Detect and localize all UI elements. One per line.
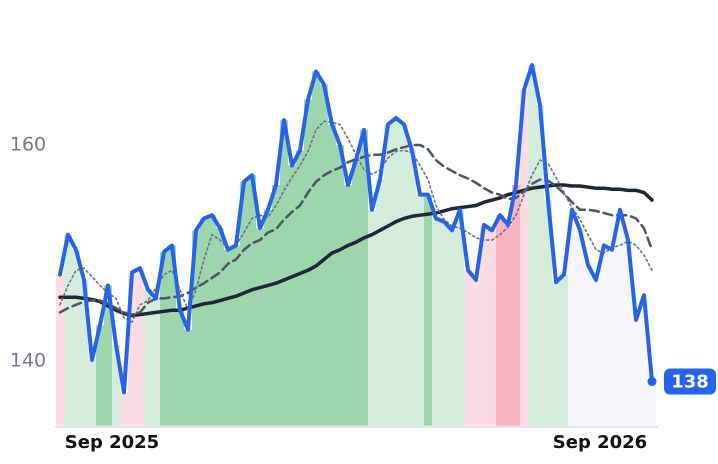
area-column: [160, 251, 168, 426]
area-column: [120, 392, 128, 426]
last-point: [647, 377, 657, 387]
area-column: [96, 325, 104, 426]
area-column: [304, 99, 312, 426]
area-column: [80, 280, 88, 426]
area-column: [632, 319, 640, 426]
area-column: [256, 228, 264, 426]
area-column: [328, 124, 336, 426]
area-column: [216, 228, 224, 426]
area-column: [168, 245, 176, 426]
area-column: [568, 209, 576, 426]
area-column: [280, 120, 288, 426]
area-column: [192, 230, 200, 426]
area-column: [624, 240, 632, 426]
area-column: [392, 118, 400, 426]
area-column: [448, 230, 456, 426]
area-column: [616, 209, 624, 426]
area-column: [272, 184, 280, 426]
area-column: [208, 215, 216, 426]
area-column: [288, 165, 296, 426]
area-column: [520, 89, 528, 426]
area-column: [400, 124, 408, 426]
area-column: [552, 282, 560, 426]
last-value-badge: [664, 368, 716, 395]
area-column: [232, 245, 240, 426]
area-column: [368, 209, 376, 426]
area-column: [496, 215, 504, 426]
area-column: [512, 184, 520, 426]
area-column: [640, 295, 648, 426]
y-tick-label: 140: [10, 350, 46, 372]
area-column: [200, 218, 208, 426]
area-column: [560, 274, 568, 426]
area-column: [320, 84, 328, 426]
area-column: [528, 65, 536, 426]
area-column: [152, 298, 160, 426]
area-column: [456, 209, 464, 426]
area-column: [488, 230, 496, 426]
area-column: [600, 245, 608, 426]
area-column: [56, 274, 64, 426]
area-column: [176, 310, 184, 426]
area-column: [296, 150, 304, 426]
area-column: [224, 249, 232, 426]
area-column: [136, 268, 144, 426]
area-column: [360, 129, 368, 426]
area-column: [240, 181, 248, 426]
area-column: [88, 359, 96, 426]
series-line: [58, 63, 654, 395]
area-column: [144, 289, 152, 426]
area-column: [72, 249, 80, 426]
y-tick-label: 160: [10, 134, 46, 156]
area-column: [312, 71, 320, 426]
area-column: [352, 160, 360, 426]
area-column: [544, 200, 552, 426]
area-column: [648, 381, 656, 426]
area-column: [408, 150, 416, 426]
area-column: [264, 209, 272, 426]
area-column: [440, 221, 448, 426]
area-column: [472, 280, 480, 426]
area-column: [424, 194, 432, 426]
area-column: [536, 105, 544, 426]
area-column: [504, 224, 512, 426]
area-column: [608, 249, 616, 426]
x-tick-label: Sep 2025: [65, 432, 159, 453]
area-column: [64, 234, 72, 426]
x-tick-label: Sep 2026: [553, 432, 647, 453]
area-column: [336, 145, 344, 426]
area-column: [112, 344, 120, 426]
area-column: [104, 285, 112, 426]
area-column: [576, 230, 584, 426]
area-column: [464, 270, 472, 426]
area-column: [384, 124, 392, 426]
area-column: [584, 264, 592, 426]
area-column: [248, 175, 256, 426]
area-column: [344, 184, 352, 426]
area-column: [184, 329, 192, 426]
area-column: [432, 218, 440, 426]
area-column: [480, 224, 488, 426]
last-value-label: 138: [671, 372, 709, 393]
area-column: [128, 272, 136, 426]
area-column: [416, 194, 424, 426]
area-column: [592, 280, 600, 426]
area-column: [376, 179, 384, 426]
